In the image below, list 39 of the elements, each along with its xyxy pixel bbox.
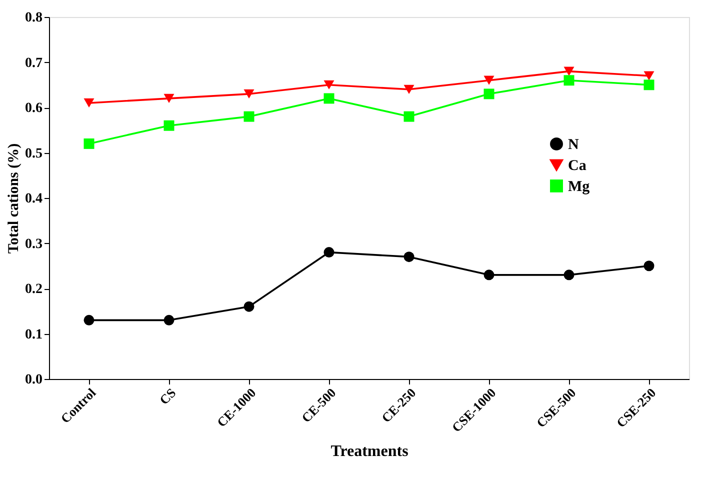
point xyxy=(324,80,334,90)
point xyxy=(164,94,174,103)
point xyxy=(244,111,254,122)
point xyxy=(644,260,654,272)
point xyxy=(244,301,254,312)
y-tick-label: 0.1 xyxy=(25,327,42,342)
point xyxy=(84,314,94,326)
y-tick-label: 0.6 xyxy=(25,101,42,116)
legend-label: Mg xyxy=(568,178,590,195)
point xyxy=(484,270,494,280)
point xyxy=(244,89,254,98)
point xyxy=(404,84,414,94)
x-tick-label: CS xyxy=(156,385,179,408)
point xyxy=(324,247,334,258)
legend-label: Ca xyxy=(568,158,587,174)
y-tick-label: 0.8 xyxy=(25,10,42,26)
y-axis-title: Total cations (%) xyxy=(6,143,22,254)
x-axis-title: Treatments xyxy=(330,443,408,460)
point xyxy=(564,75,574,86)
point xyxy=(484,76,494,85)
y-tick-label: 0.0 xyxy=(25,372,42,388)
point xyxy=(564,270,574,280)
point xyxy=(324,93,334,104)
point xyxy=(164,120,174,131)
legend-label: N xyxy=(568,136,579,153)
y-tick-label: 0.5 xyxy=(25,146,42,162)
y-tick-label: 0.3 xyxy=(25,236,42,252)
point xyxy=(644,71,654,80)
point xyxy=(644,80,654,90)
y-tick-label: 0.4 xyxy=(25,192,42,206)
point xyxy=(84,138,94,149)
y-tick-label: 0.7 xyxy=(25,56,42,71)
point xyxy=(564,66,574,76)
point xyxy=(404,111,414,122)
y-tick-label: 0.2 xyxy=(25,282,42,297)
point xyxy=(484,88,494,100)
point xyxy=(404,252,414,262)
point xyxy=(164,314,174,326)
point xyxy=(84,98,94,108)
